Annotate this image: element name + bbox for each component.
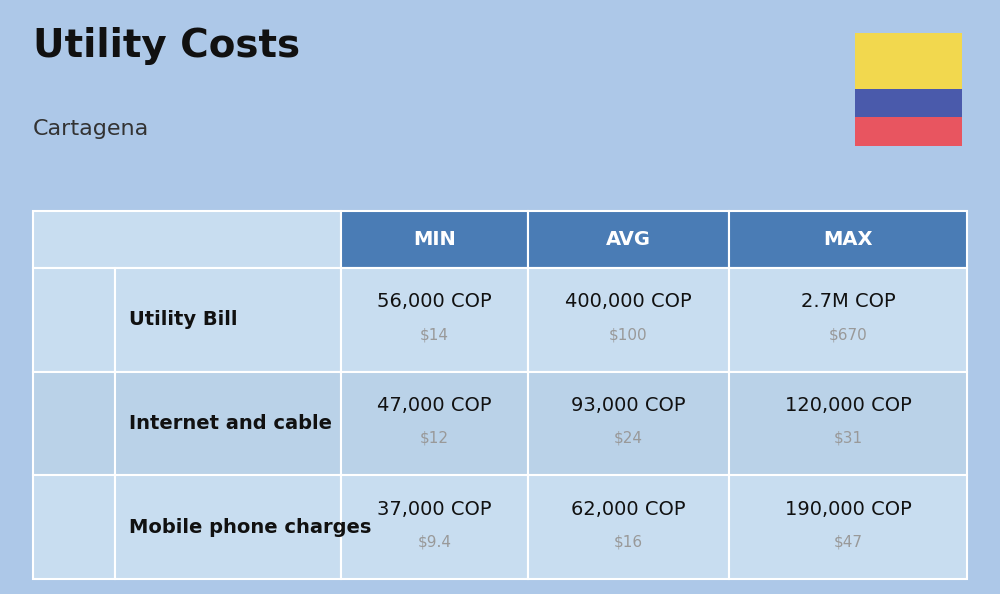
Bar	[75, 518, 81, 525]
Text: $16: $16	[614, 535, 643, 549]
Text: $24: $24	[614, 431, 643, 446]
Bar	[67, 518, 73, 525]
Text: $47: $47	[833, 535, 862, 549]
Text: 120,000 COP: 120,000 COP	[785, 396, 911, 415]
FancyBboxPatch shape	[43, 323, 68, 339]
Text: $9.4: $9.4	[418, 535, 452, 549]
Text: $670: $670	[829, 327, 867, 342]
Bar	[59, 533, 66, 540]
Text: $100: $100	[609, 327, 648, 342]
Bar	[59, 526, 66, 532]
Text: MIN: MIN	[413, 230, 456, 249]
Text: 56,000 COP: 56,000 COP	[377, 292, 492, 311]
FancyBboxPatch shape	[51, 507, 97, 547]
Text: $31: $31	[833, 431, 862, 446]
Bar	[58, 516, 90, 541]
Text: Utility Costs: Utility Costs	[33, 27, 300, 65]
Text: 190,000 COP: 190,000 COP	[785, 500, 911, 519]
Text: 2.7M COP: 2.7M COP	[801, 292, 895, 311]
Bar	[75, 533, 81, 540]
Text: 93,000 COP: 93,000 COP	[571, 396, 686, 415]
FancyBboxPatch shape	[80, 323, 105, 339]
Text: MAX: MAX	[823, 230, 873, 249]
Circle shape	[71, 432, 77, 435]
Text: 62,000 COP: 62,000 COP	[571, 500, 686, 519]
FancyBboxPatch shape	[61, 302, 90, 324]
Text: 47,000 COP: 47,000 COP	[377, 396, 492, 415]
Bar	[67, 533, 73, 540]
Bar	[83, 533, 89, 540]
Circle shape	[67, 302, 84, 312]
Circle shape	[71, 542, 77, 545]
FancyBboxPatch shape	[45, 425, 103, 441]
Text: Utility Bill: Utility Bill	[129, 310, 237, 329]
Text: Cartagena: Cartagena	[33, 119, 149, 139]
Bar	[83, 526, 89, 532]
Text: AVG: AVG	[606, 230, 651, 249]
Text: Internet and cable: Internet and cable	[129, 414, 332, 433]
Bar	[83, 518, 89, 525]
Text: $14: $14	[420, 327, 449, 342]
Text: 37,000 COP: 37,000 COP	[377, 500, 492, 519]
Text: $12: $12	[420, 431, 449, 446]
Bar	[67, 526, 73, 532]
Text: 400,000 COP: 400,000 COP	[565, 292, 692, 311]
Text: Mobile phone charges: Mobile phone charges	[129, 518, 371, 537]
Bar	[75, 526, 81, 532]
Bar	[59, 518, 66, 525]
